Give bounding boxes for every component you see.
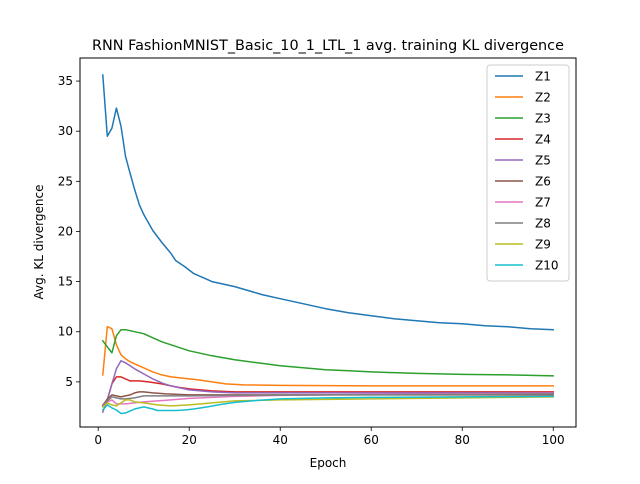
series-line-z2 <box>101 325 554 387</box>
y-tick-label: 25 <box>58 174 73 188</box>
x-axis: 0 20 40 60 80 100 <box>94 427 565 447</box>
y-tick-label: 10 <box>58 325 73 339</box>
x-tick-label: 20 <box>182 433 197 447</box>
y-tick-label: 30 <box>58 124 73 138</box>
x-axis-label: Epoch <box>310 456 347 470</box>
series-line-z1 <box>101 74 554 331</box>
legend-label-z5: Z5 <box>535 154 551 168</box>
plot-area <box>101 74 554 415</box>
series-line-z9 <box>101 396 554 408</box>
legend-label-z9: Z9 <box>535 238 551 252</box>
series-line-z3 <box>101 328 554 377</box>
y-axis-label: Avg. KL divergence <box>32 185 46 300</box>
y-tick-label: 15 <box>58 275 73 289</box>
y-tick-label: 5 <box>65 375 73 389</box>
series-line-z10 <box>101 395 554 415</box>
legend-label-z6: Z6 <box>535 175 551 189</box>
legend-label-z1: Z1 <box>535 70 551 84</box>
series-line-z8 <box>101 393 554 407</box>
x-tick-label: 40 <box>273 433 288 447</box>
x-tick-label: 100 <box>542 433 565 447</box>
legend-label-z2: Z2 <box>535 91 551 105</box>
series-line-z4 <box>101 376 554 406</box>
legend-label-z8: Z8 <box>535 217 551 231</box>
legend-label-z4: Z4 <box>535 133 551 147</box>
legend-box <box>486 64 570 282</box>
legend-label-z3: Z3 <box>535 112 551 126</box>
y-tick-label: 35 <box>58 74 73 88</box>
legend-label-z10: Z10 <box>535 259 559 273</box>
series-line-z5 <box>101 360 554 413</box>
legend-label-z7: Z7 <box>535 196 551 210</box>
axes-frame <box>79 57 577 428</box>
x-tick-label: 0 <box>94 433 102 447</box>
y-axis: 5 10 15 20 25 30 35 <box>58 74 80 389</box>
chart-title: RNN FashionMNIST_Basic_10_1_LTL_1 avg. t… <box>92 38 564 54</box>
y-tick-label: 20 <box>58 224 73 238</box>
legend: Z1 Z2 Z3 Z4 Z5 Z6 Z7 Z8 Z9 Z10 <box>486 64 570 282</box>
x-tick-label: 60 <box>364 433 379 447</box>
x-tick-label: 80 <box>455 433 470 447</box>
